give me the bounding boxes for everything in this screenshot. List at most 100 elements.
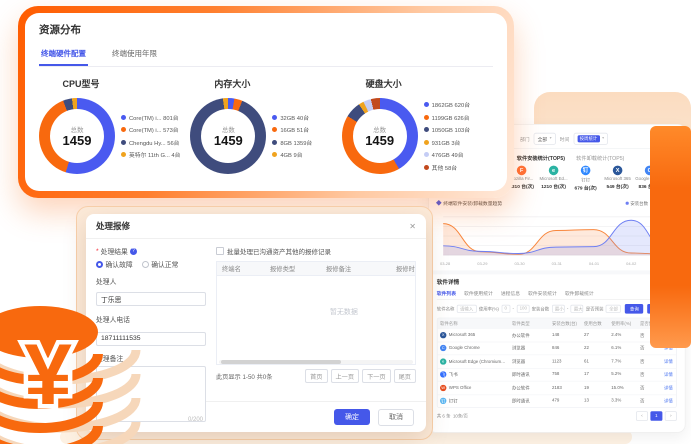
detail-link[interactable]: 详情	[664, 373, 673, 378]
software-type: 即时通讯	[512, 373, 530, 378]
legend-label: 476GB 49台	[431, 153, 464, 160]
legend-item: 1050GB 103台	[423, 125, 470, 134]
app-icon: X	[440, 331, 447, 339]
pagination-button[interactable]: 上一页	[330, 369, 360, 383]
donut: 总数 1459	[190, 98, 267, 174]
remark-textarea[interactable]	[96, 365, 206, 422]
x-tick: 03-29	[477, 261, 488, 267]
usage-rate: 15.0%	[611, 385, 624, 391]
app-stat-item: X Microsoft 365 549 台(次)	[603, 165, 632, 195]
next-page-button[interactable]: ›	[664, 411, 677, 421]
detail-link[interactable]: 详情	[664, 399, 673, 405]
horizontal-scrollbar[interactable]	[219, 360, 413, 364]
resource-tab[interactable]: 终端硬件配置	[39, 44, 88, 66]
column-header: 终端名	[222, 266, 241, 273]
legend-label: Core(TM) i... 801台	[129, 115, 179, 122]
detail-link[interactable]: 详情	[664, 346, 673, 352]
legend-item: 英特尔 11th G... 4台	[121, 150, 180, 159]
department-select[interactable]: 全部 ▾	[533, 132, 556, 145]
search-button[interactable]: 查询	[625, 304, 644, 314]
preinstall-select[interactable]: 全部	[605, 304, 622, 313]
pagination-button[interactable]: 尾页	[393, 369, 416, 383]
batch-checkbox[interactable]: 批量处理已沟通资产其他的报修记录	[216, 246, 416, 256]
preinstall-flag: 否	[640, 346, 645, 352]
software-tab[interactable]: 软件使用统计	[464, 292, 493, 297]
legend-dot	[423, 127, 429, 133]
app-count: 836 台(次)	[638, 184, 661, 190]
rate-min-input[interactable]: 0	[501, 304, 511, 313]
radio-option[interactable]: 确认正常	[141, 259, 178, 269]
install-max-input[interactable]: 最大	[570, 304, 584, 313]
legend-dot	[423, 114, 429, 120]
legend-dot	[423, 102, 429, 108]
preinstall-flag: 否	[640, 399, 645, 405]
legend-label: 1199GB 626台	[431, 115, 470, 122]
result-radio-group: 确认故障 确认正常	[96, 259, 206, 269]
app-count: 549 台(次)	[606, 184, 629, 190]
repair-table-body: 暂无数据	[217, 275, 415, 358]
detail-link[interactable]: 详情	[664, 359, 673, 365]
current-page-button[interactable]: 1	[650, 411, 663, 421]
modal-header: 处理报修 ✕	[86, 214, 426, 239]
app-icon: C	[644, 165, 655, 176]
software-type: 即时通讯	[512, 399, 530, 405]
handler-input[interactable]	[96, 292, 206, 306]
filter-label: 使用率(%)	[478, 307, 499, 312]
software-name-input[interactable]: 请输入	[456, 304, 477, 313]
software-tab[interactable]: 软件列表	[436, 292, 457, 297]
donut-total-value: 1459	[365, 132, 395, 148]
repair-table-header: 终端名 报修类型 报修备注 报修时间	[217, 262, 415, 275]
software-tabs: 软件列表 软件使用统计 进程信息 软件安装统计 软件卸载统计	[436, 290, 677, 300]
legend-dot	[121, 114, 126, 120]
rate-max-input[interactable]: 100	[516, 304, 530, 313]
pagination-button[interactable]: 下一页	[362, 369, 391, 383]
cancel-button[interactable]: 取消	[378, 408, 414, 426]
software-type: 办公软件	[512, 333, 530, 339]
prev-page-button[interactable]: ‹	[636, 411, 648, 421]
confirm-button[interactable]: 确定	[334, 409, 370, 425]
app-name: 钉钉	[581, 178, 590, 183]
software-table-row: 飞飞书 即时通讯 758 17 5.2% 否 详情	[437, 367, 676, 381]
legend-item: 1862GB 620台	[423, 100, 470, 109]
app-icon: e	[548, 165, 559, 176]
app-count: 679 台(次)	[574, 186, 597, 192]
chevron-down-icon: ▾	[549, 136, 552, 141]
close-icon[interactable]: ✕	[409, 221, 416, 231]
software-tab[interactable]: 软件卸载统计	[564, 292, 594, 297]
table-total: 共 6 条 10条/页	[436, 414, 468, 420]
pagination-buttons: 首页 上一页 下一页 尾页	[305, 369, 416, 383]
legend-item: Chengdu Hy... 56台	[121, 138, 180, 147]
pagination-button[interactable]: 首页	[305, 369, 328, 383]
section-separator	[428, 270, 685, 275]
trend-chart-section: 终端软件安装/卸载数量趋势 安装台数卸载台数 03-2803-2903-3003…	[435, 199, 677, 267]
time-select[interactable]: 按周统计 ▾	[573, 132, 609, 145]
detail-link[interactable]: 详情	[664, 386, 673, 391]
legend-item: 1199GB 626台	[423, 113, 470, 122]
app-icon: W	[440, 384, 447, 391]
resource-distribution-card: 资源分布 终端硬件配置 终端使用年限 CPU型号 总数 1459 Core(TM) …	[25, 13, 507, 191]
chart-legend: 1862GB 620台 1199GB 626台 1050GB 103台 931GB 3…	[423, 100, 470, 172]
resource-tab[interactable]: 终端使用年限	[112, 49, 157, 58]
column-header: 软件名称	[440, 321, 458, 327]
radio-option[interactable]: 确认故障	[96, 259, 133, 269]
using-count: 61	[584, 359, 589, 364]
app-icon: e	[440, 358, 447, 365]
install-count: 1123	[552, 359, 562, 364]
software-table-row: C Google Chrome 浏览器 846 22 6.1% 否 详情	[437, 341, 676, 354]
preinstall-flag: 否	[640, 386, 645, 391]
preinstall-flag: 否	[640, 373, 645, 378]
phone-input[interactable]	[96, 331, 206, 346]
software-name: Microsoft 365	[448, 332, 476, 338]
software-tab[interactable]: 进程信息	[500, 292, 521, 297]
software-tab[interactable]: 软件安装统计	[528, 292, 557, 297]
filter-label: 是否预装	[585, 307, 604, 312]
install-min-input[interactable]: 最小	[551, 304, 565, 313]
stat-tab[interactable]: 软件卸载统计(TOP5)	[576, 156, 625, 162]
app-name: Google Chrome	[635, 176, 664, 182]
scrollbar-thumb[interactable]	[221, 360, 342, 364]
legend-item: 4GB 9台	[272, 150, 312, 159]
stat-tabs: 软件安装统计(TOP5) 软件卸载统计(TOP5)	[517, 154, 677, 162]
stat-tab[interactable]: 软件安装统计(TOP5)	[516, 156, 565, 162]
